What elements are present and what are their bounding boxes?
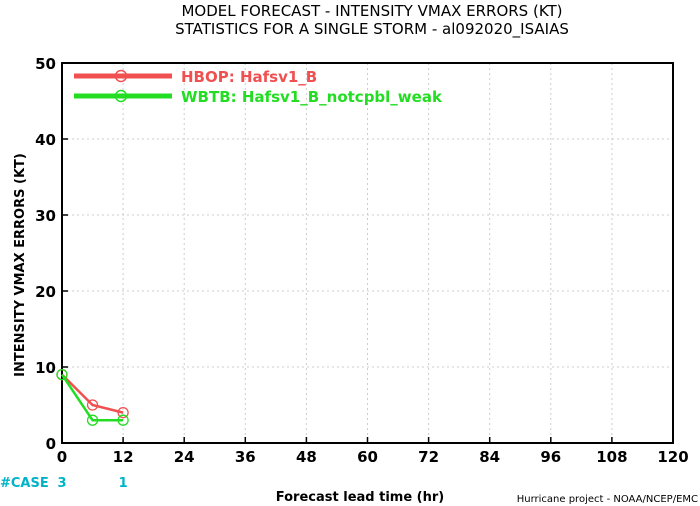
x-tick-label: 72 xyxy=(418,448,439,466)
credit-text: Hurricane project - NOAA/NCEP/EMC xyxy=(517,494,698,505)
x-tick-label: 120 xyxy=(657,448,688,466)
y-tick-label: 40 xyxy=(35,131,56,149)
series-line-1 xyxy=(60,373,124,422)
data-point-1 xyxy=(56,368,68,381)
axis-ticks: 0 12 24 36 48 60 72 84 96 108 120 0 10 20 30 40 50 xyxy=(35,55,689,466)
legend-swatch-marker xyxy=(114,89,128,103)
y-tick-label: 20 xyxy=(35,283,56,301)
x-tick-label: 0 xyxy=(57,448,67,466)
y-tick-label: 50 xyxy=(35,55,56,73)
data-point-1 xyxy=(117,414,129,426)
x-tick-label: 96 xyxy=(540,448,561,466)
y-tick-label: 10 xyxy=(35,359,56,377)
data-point-0 xyxy=(86,399,99,411)
chart-title-line-2: STATISTICS FOR A SINGLE STORM - al092020… xyxy=(175,20,569,39)
x-axis-label: Forecast lead time (hr) xyxy=(276,490,444,505)
case-label: #CASE xyxy=(0,476,49,491)
x-tick-label: 60 xyxy=(357,448,378,466)
x-tick-label: 48 xyxy=(296,448,317,466)
y-axis-label: INTENSITY VMAX ERRORS (KT) xyxy=(13,153,28,377)
series-layer xyxy=(56,368,129,426)
legend-entry: HBOP: Hafsv1_B xyxy=(181,68,317,86)
y-tick-label: 30 xyxy=(35,207,56,225)
x-tick-label: 84 xyxy=(479,448,500,466)
series-line-0 xyxy=(61,373,124,414)
x-tick-label: 24 xyxy=(174,448,195,466)
case-count: 1 xyxy=(119,476,128,491)
data-point-1 xyxy=(86,414,99,426)
legend-entry: WBTB: Hafsv1_B_notcpbl_weak xyxy=(181,88,443,106)
chart-title-line-1: MODEL FORECAST - INTENSITY VMAX ERRORS (… xyxy=(181,2,562,20)
legend-swatch-marker xyxy=(114,69,128,83)
x-tick-label: 12 xyxy=(113,448,134,466)
legend: HBOP: Hafsv1_B WBTB: Hafsv1_B_notcpbl_wea… xyxy=(74,68,443,106)
grid-lines xyxy=(62,63,673,443)
x-tick-label: 36 xyxy=(235,448,256,466)
case-count: 3 xyxy=(57,476,66,491)
data-point-0 xyxy=(117,406,129,419)
x-tick-label: 108 xyxy=(596,448,627,466)
y-tick-label: 0 xyxy=(46,435,56,453)
